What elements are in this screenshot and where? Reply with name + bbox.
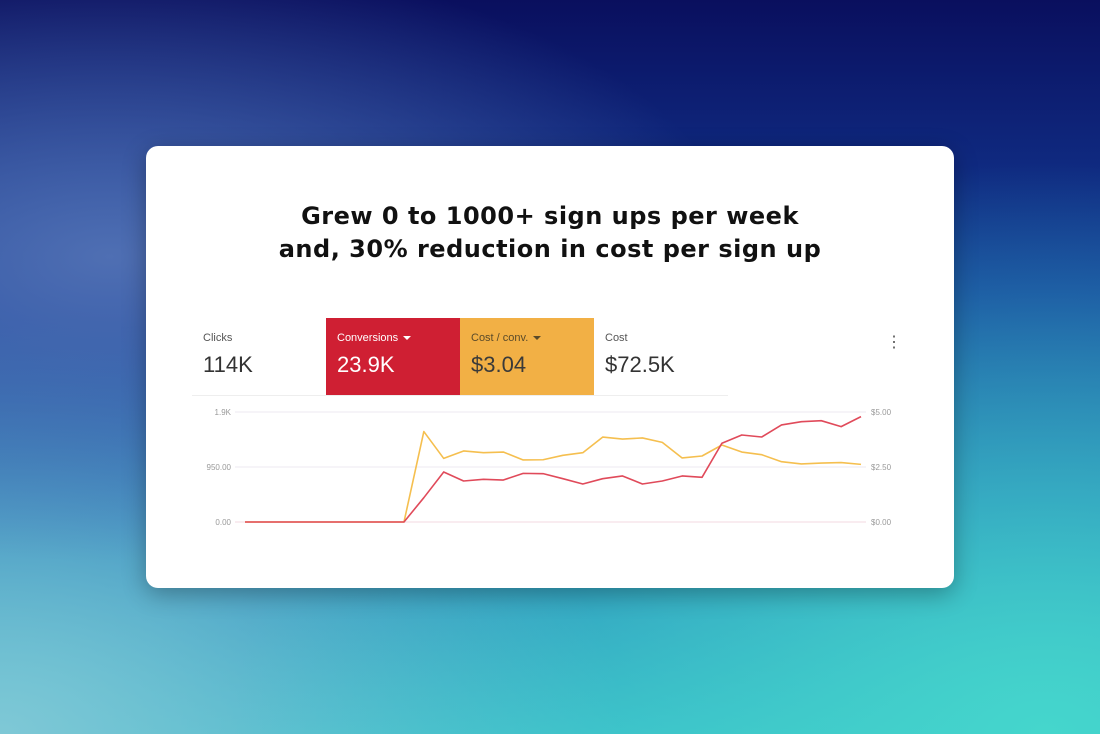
results-card: Grew 0 to 1000+ sign ups per week and, 3… — [146, 146, 954, 588]
series-line-conversions — [245, 415, 862, 523]
headline-line-1: Grew 0 to 1000+ sign ups per week — [301, 202, 799, 230]
tile-label: Conversions — [337, 332, 399, 344]
left-axis-tick: 950.00 — [207, 463, 232, 472]
more-vert-icon[interactable]: ⋮ — [886, 334, 902, 351]
right-axis-tick: $0.00 — [871, 518, 892, 527]
line-chart: 0.00 $0.00 950.00 $2.50 1.9K $5.00 — [207, 408, 892, 527]
tile-label: Cost — [605, 332, 628, 344]
caret-down-icon[interactable] — [403, 336, 412, 340]
tile-cost[interactable]: Cost $72.5K — [594, 318, 728, 396]
tile-value: 114K — [203, 352, 253, 377]
tile-label: Clicks — [203, 332, 233, 344]
headline: Grew 0 to 1000+ sign ups per week and, 3… — [146, 200, 954, 266]
left-axis-tick: 1.9K — [215, 408, 232, 417]
left-axis-tick: 0.00 — [215, 518, 231, 527]
tile-value: $3.04 — [471, 352, 527, 377]
right-axis-tick: $5.00 — [871, 408, 892, 417]
tile-label: Cost / conv. — [471, 332, 529, 344]
metric-tiles: Clicks 114K Conversions 23.9K Cost / con… — [192, 318, 728, 396]
tile-clicks[interactable]: Clicks 114K — [192, 318, 326, 396]
tile-value: $72.5K — [605, 352, 675, 377]
right-axis-tick: $2.50 — [871, 463, 892, 472]
caret-down-icon[interactable] — [533, 336, 542, 340]
tile-conversions[interactable]: Conversions 23.9K — [326, 318, 460, 396]
tile-cost-per-conv[interactable]: Cost / conv. $3.04 — [460, 318, 594, 396]
tile-value: 23.9K — [337, 352, 395, 377]
headline-line-2: and, 30% reduction in cost per sign up — [278, 235, 822, 263]
